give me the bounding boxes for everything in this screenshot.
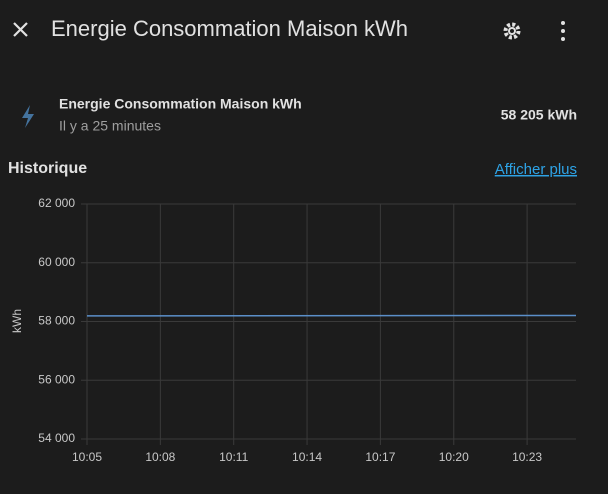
show-more-link[interactable]: Afficher plus xyxy=(495,161,577,178)
entity-icon xyxy=(22,105,34,128)
history-title: Historique xyxy=(8,160,87,177)
settings-button[interactable] xyxy=(503,22,521,40)
entity-last-changed: Il y a 25 minutes xyxy=(59,118,161,134)
entity-name: Energie Consommation Maison kWh xyxy=(59,96,302,112)
x-tick-label: 10:08 xyxy=(145,450,175,464)
x-tick-label: 10:11 xyxy=(219,450,248,464)
x-tick-label: 10:14 xyxy=(292,450,322,464)
menu-button[interactable] xyxy=(561,21,565,41)
y-tick-label: 54 000 xyxy=(38,431,75,445)
dialog-title: Energie Consommation Maison kWh xyxy=(51,16,408,41)
x-tick-label: 10:05 xyxy=(72,450,102,464)
x-tick-label: 10:17 xyxy=(365,450,395,464)
y-tick-label: 58 000 xyxy=(38,314,75,328)
y-tick-label: 56 000 xyxy=(38,372,75,386)
entity-state: 58 205 kWh xyxy=(501,107,577,123)
close-button[interactable] xyxy=(13,22,28,37)
y-axis-label: kWh xyxy=(10,309,24,333)
x-tick-label: 10:23 xyxy=(512,450,542,464)
y-tick-label: 60 000 xyxy=(38,255,75,269)
y-tick-label: 62 000 xyxy=(38,196,75,210)
x-tick-label: 10:20 xyxy=(439,450,469,464)
